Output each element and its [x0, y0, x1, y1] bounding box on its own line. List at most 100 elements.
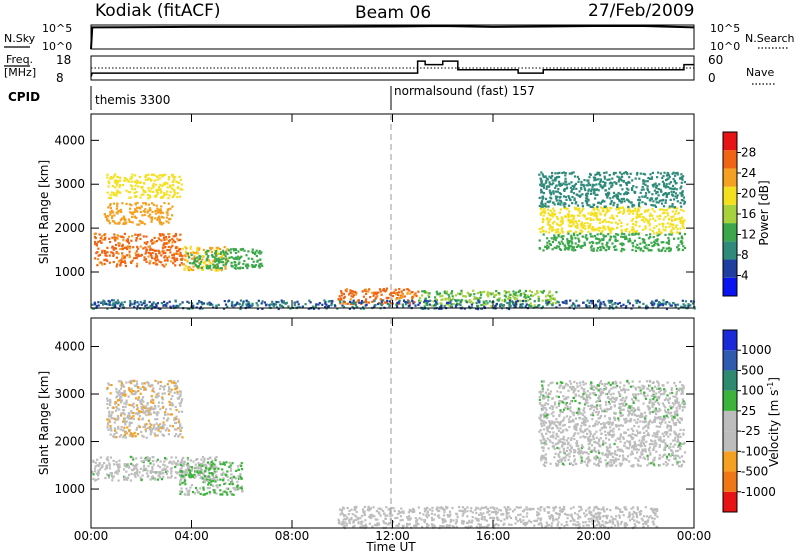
power-cell — [251, 302, 254, 305]
velocity-cell — [180, 460, 183, 463]
power-cell — [570, 238, 573, 241]
power-cell — [609, 216, 612, 219]
power-cell — [309, 301, 312, 304]
power-cell — [205, 253, 208, 256]
velocity-cell — [341, 520, 344, 523]
velocity-cell — [187, 491, 190, 494]
power-cell — [609, 238, 612, 241]
velocity-cell — [120, 425, 123, 429]
velocity-cell — [137, 424, 140, 427]
velocity-cell — [183, 460, 186, 463]
cpid-segment-1: themis 3300 — [95, 93, 170, 107]
velocity-cell — [140, 405, 143, 408]
power-cell — [257, 264, 261, 268]
velocity-cell — [392, 520, 395, 523]
power-cell — [220, 255, 223, 258]
velocity-cell — [156, 411, 159, 414]
power-cell — [486, 291, 489, 294]
velocity-cell — [463, 511, 466, 514]
power-cell — [215, 250, 218, 253]
power-cell — [176, 306, 179, 309]
power-cell — [406, 301, 409, 304]
velocity-cell — [158, 471, 162, 474]
power-cell — [664, 229, 667, 232]
power-cell — [428, 303, 431, 306]
velocity-cell — [521, 510, 525, 513]
power-cell — [544, 181, 548, 184]
power-cell — [524, 305, 527, 308]
velocity-cell — [156, 414, 159, 417]
power-cell — [546, 244, 549, 247]
power-cell — [551, 201, 555, 204]
power-cell — [683, 219, 686, 222]
power-cell — [152, 186, 155, 189]
velocity-cell — [106, 423, 109, 426]
power-cell — [548, 231, 551, 234]
power-cell — [169, 251, 172, 254]
power-cell — [572, 302, 575, 305]
power-cell — [637, 203, 641, 206]
velocity-cell — [150, 395, 153, 398]
velocity-cell — [122, 468, 126, 471]
power-cell — [446, 301, 449, 304]
power-cell — [243, 259, 246, 263]
velocity-cell — [540, 523, 543, 526]
velocity-cell — [241, 490, 244, 493]
power-cell — [599, 181, 602, 184]
velocity-cell — [152, 459, 155, 463]
power-cell — [165, 181, 168, 184]
power-cell — [541, 200, 544, 203]
power-cell — [639, 242, 642, 245]
velocity-cell — [174, 421, 177, 424]
velocity-cell — [140, 430, 143, 433]
power-cell — [503, 294, 506, 297]
power-cell — [163, 181, 166, 185]
velocity-cell — [180, 399, 183, 402]
power-cell — [502, 304, 505, 307]
velocity-cell — [116, 463, 119, 466]
velocity-cell — [525, 515, 528, 518]
power-cell — [154, 209, 157, 213]
power-cell — [659, 188, 662, 191]
power-cell — [430, 304, 433, 307]
power-cell — [681, 216, 684, 219]
velocity-cell — [96, 464, 99, 467]
power-cell — [662, 184, 666, 187]
velocity-cell — [417, 506, 420, 509]
velocity-cell — [115, 470, 118, 473]
power-cell — [615, 208, 618, 211]
power-cell — [645, 233, 648, 237]
power-cell — [116, 181, 119, 184]
power-cell — [592, 249, 595, 252]
velocity-cell — [190, 469, 194, 472]
velocity-cell — [455, 512, 458, 515]
power-cell — [590, 190, 593, 193]
power-cell — [555, 229, 558, 232]
power-cell — [558, 192, 561, 195]
velocity-cell — [136, 383, 139, 386]
velocity-cell — [191, 475, 194, 478]
power-cell — [93, 232, 96, 236]
velocity-cell — [636, 516, 639, 519]
power-cell — [647, 208, 650, 211]
velocity-cell — [149, 433, 152, 436]
power-cell — [618, 301, 621, 305]
velocity-cell — [459, 509, 463, 513]
power-cell — [630, 219, 633, 222]
velocity-cell — [503, 506, 506, 509]
power-cell — [575, 299, 578, 302]
power-cell — [549, 218, 552, 221]
velocity-cell — [157, 394, 160, 397]
velocity-cell — [537, 507, 540, 510]
velocity-cell — [135, 428, 138, 431]
velocity-cell — [113, 463, 116, 466]
velocity-cell — [539, 509, 542, 512]
velocity-cell — [162, 385, 165, 389]
power-cell — [680, 242, 683, 245]
power-cell — [197, 252, 200, 255]
power-cell — [552, 228, 555, 232]
power-cell — [610, 207, 613, 210]
power-cell — [599, 202, 602, 205]
power-cell — [142, 235, 145, 238]
power-cell — [451, 290, 454, 293]
